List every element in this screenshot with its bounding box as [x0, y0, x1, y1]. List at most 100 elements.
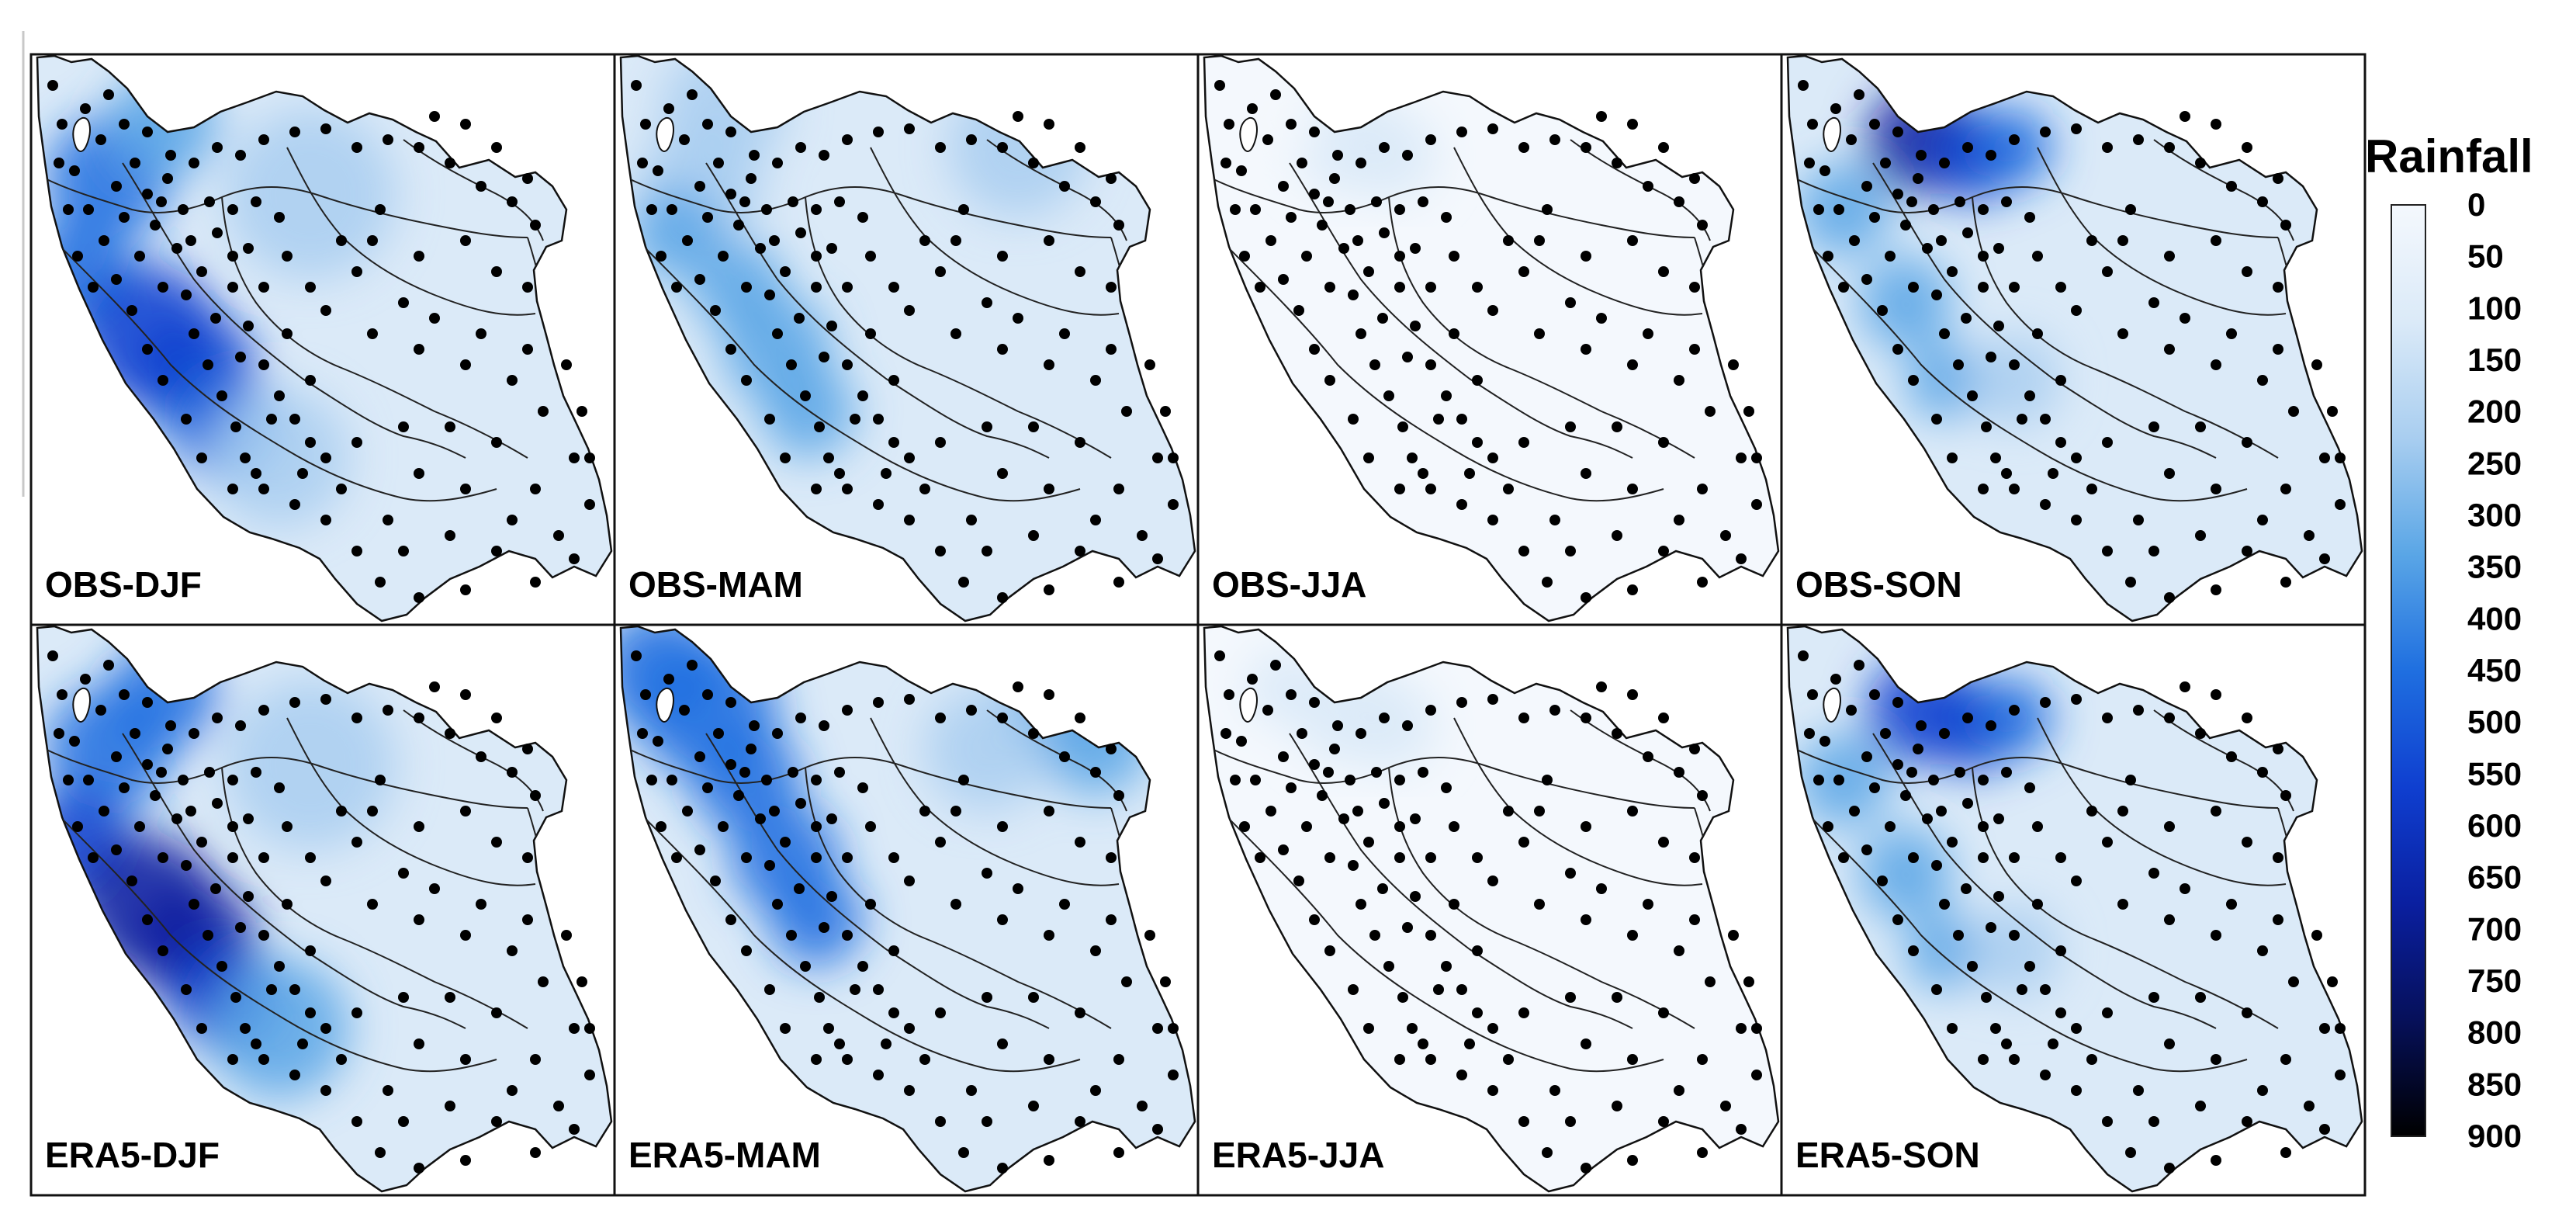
- station-dot: [1658, 713, 1669, 723]
- colorbar-tick-label: 650: [2467, 859, 2522, 896]
- station-dot: [1059, 899, 1070, 910]
- country-border: [619, 625, 1196, 1193]
- station-dot: [857, 782, 868, 793]
- station-dot: [491, 546, 502, 556]
- station-dot: [414, 251, 424, 262]
- station-dot: [1106, 344, 1117, 355]
- station-dot: [336, 1054, 347, 1065]
- station-dot: [935, 437, 946, 448]
- colorbar-tick-label: 150: [2467, 342, 2522, 378]
- station-dot: [1581, 713, 1591, 723]
- station-dot: [196, 452, 207, 463]
- lake-urmia: [1239, 687, 1258, 723]
- station-dot: [1981, 992, 1992, 1003]
- station-dot: [162, 744, 173, 754]
- station-dot: [1833, 775, 1844, 785]
- station-dot: [741, 852, 752, 863]
- station-dot: [2009, 1054, 2020, 1065]
- station-dot: [1377, 313, 1388, 324]
- station-dot: [1846, 134, 1857, 145]
- station-dot: [289, 1070, 300, 1080]
- station-dot: [1348, 290, 1359, 300]
- station-dot: [181, 290, 192, 300]
- station-dot: [1394, 775, 1405, 785]
- station-dot: [842, 134, 853, 145]
- station-dot: [305, 282, 316, 293]
- station-dot: [227, 251, 238, 262]
- station-dot: [1565, 868, 1576, 879]
- station-dot: [185, 806, 196, 817]
- station-dot: [414, 1038, 424, 1049]
- station-dot: [2288, 406, 2299, 417]
- station-dot: [1906, 196, 1917, 207]
- station-dot: [69, 165, 80, 176]
- station-dot: [1230, 775, 1241, 785]
- station-dot: [1059, 328, 1070, 339]
- station-dot: [637, 158, 648, 168]
- station-dot: [429, 883, 440, 894]
- station-dot: [227, 775, 238, 785]
- station-dot: [702, 689, 713, 700]
- station-dot: [1627, 689, 1638, 700]
- station-dot: [1581, 1163, 1591, 1174]
- station-dot: [2071, 1085, 2082, 1096]
- station-dot: [398, 421, 409, 432]
- station-dot: [888, 282, 899, 293]
- station-dot: [1013, 883, 1023, 894]
- station-dot: [935, 837, 946, 848]
- station-dot: [1329, 173, 1340, 184]
- station-dot: [1542, 204, 1553, 215]
- station-dot: [1220, 728, 1231, 739]
- station-dot: [2048, 468, 2058, 479]
- station-dot: [476, 328, 486, 339]
- station-dot: [2055, 852, 2066, 863]
- station-dot: [1612, 158, 1622, 168]
- station-dot: [1075, 837, 1085, 848]
- station-dot: [1928, 204, 1939, 215]
- country-border: [1786, 625, 2363, 1193]
- station-dot: [772, 158, 783, 168]
- station-dot: [1239, 251, 1250, 262]
- colorbar-tick-label: 600: [2467, 807, 2522, 844]
- station-dot: [398, 297, 409, 308]
- station-dot: [656, 251, 667, 262]
- station-dot: [764, 414, 775, 425]
- station-dot: [134, 821, 145, 832]
- station-dot: [2040, 984, 2051, 995]
- station-dot: [1371, 196, 1382, 207]
- station-dot: [904, 305, 915, 316]
- station-dot: [230, 992, 241, 1003]
- station-dot: [569, 1124, 580, 1135]
- station-dot: [158, 282, 168, 293]
- station-dot: [755, 813, 766, 824]
- station-dot: [904, 1023, 915, 1034]
- station-dot: [1674, 1085, 1684, 1096]
- station-dot: [1309, 697, 1320, 708]
- station-dot: [1869, 782, 1880, 793]
- station-dot: [584, 499, 595, 510]
- station-dot: [1044, 1054, 1054, 1065]
- station-dot: [1013, 313, 1023, 324]
- station-dot: [142, 344, 153, 355]
- station-dot: [950, 328, 961, 339]
- station-dot: [2195, 530, 2206, 541]
- station-dot: [819, 352, 829, 362]
- station-dot: [1581, 821, 1591, 832]
- station-dot: [1627, 359, 1638, 370]
- station-dot: [1441, 390, 1452, 401]
- stations: [1214, 650, 1762, 1174]
- station-dot: [1549, 134, 1560, 145]
- station-dot: [1830, 103, 1841, 114]
- station-dot: [383, 705, 393, 716]
- station-dot: [130, 728, 140, 739]
- station-dot: [1534, 235, 1545, 246]
- station-dot: [1892, 759, 1903, 770]
- station-dot: [1581, 142, 1591, 153]
- station-dot: [2148, 297, 2159, 308]
- station-dot: [1379, 713, 1390, 723]
- station-dot: [235, 720, 246, 731]
- station-dot: [367, 806, 378, 817]
- station-dot: [873, 984, 884, 995]
- station-dot: [667, 204, 677, 215]
- station-dot: [631, 80, 642, 91]
